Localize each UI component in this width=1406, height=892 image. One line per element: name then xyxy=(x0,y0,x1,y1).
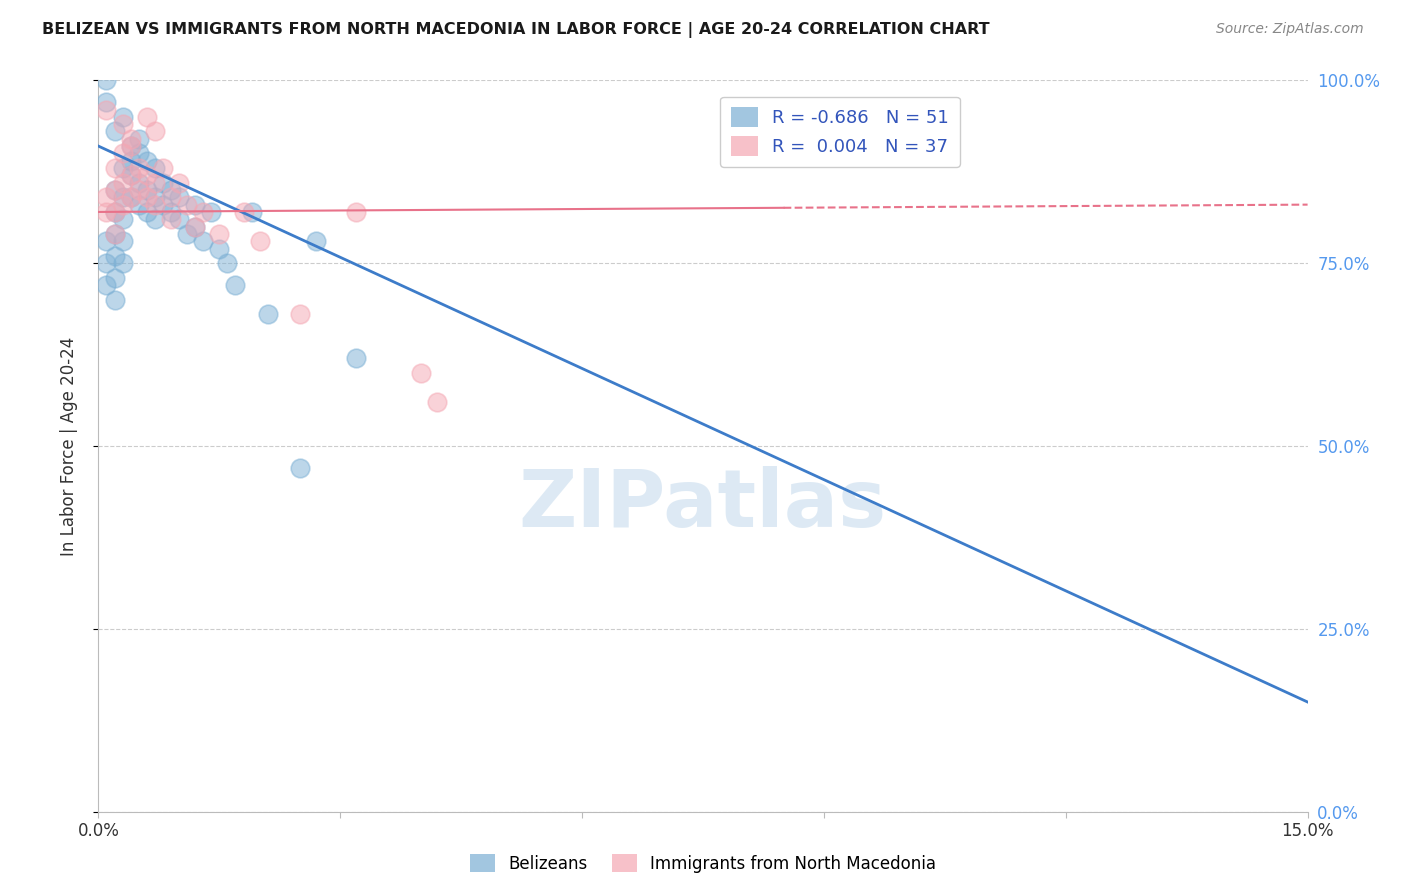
Point xyxy=(409,366,432,380)
Point xyxy=(288,307,311,321)
Point xyxy=(217,256,239,270)
Y-axis label: In Labor Force | Age 20-24: In Labor Force | Age 20-24 xyxy=(59,336,77,556)
Legend: R = -0.686   N = 51, R =  0.004   N = 37: R = -0.686 N = 51, R = 0.004 N = 37 xyxy=(720,96,960,167)
Point xyxy=(96,278,118,293)
Point xyxy=(103,183,125,197)
Point xyxy=(128,176,150,190)
Point xyxy=(152,161,174,175)
Point xyxy=(135,169,157,183)
Point xyxy=(96,234,118,248)
Point xyxy=(143,197,166,211)
Point xyxy=(103,161,125,175)
Point xyxy=(208,227,231,241)
Point xyxy=(167,212,190,227)
Text: Source: ZipAtlas.com: Source: ZipAtlas.com xyxy=(1216,22,1364,37)
Point xyxy=(344,351,367,366)
Point xyxy=(103,183,125,197)
Point xyxy=(224,278,246,293)
Point xyxy=(176,227,198,241)
Point xyxy=(152,197,174,211)
Point xyxy=(160,190,183,204)
Point xyxy=(167,176,190,190)
Point xyxy=(128,161,150,175)
Point xyxy=(160,212,183,227)
Point xyxy=(103,227,125,241)
Point xyxy=(111,110,134,124)
Text: BELIZEAN VS IMMIGRANTS FROM NORTH MACEDONIA IN LABOR FORCE | AGE 20-24 CORRELATI: BELIZEAN VS IMMIGRANTS FROM NORTH MACEDO… xyxy=(42,22,990,38)
Point xyxy=(128,146,150,161)
Point xyxy=(96,95,118,110)
Point xyxy=(135,205,157,219)
Point xyxy=(103,293,125,307)
Point xyxy=(143,212,166,227)
Point xyxy=(103,227,125,241)
Point xyxy=(111,176,134,190)
Point xyxy=(160,183,183,197)
Point xyxy=(193,205,215,219)
Point xyxy=(128,132,150,146)
Point xyxy=(135,110,157,124)
Point xyxy=(184,219,207,234)
Point xyxy=(193,234,215,248)
Point xyxy=(103,205,125,219)
Point xyxy=(111,190,134,204)
Point xyxy=(96,103,118,117)
Point xyxy=(111,146,134,161)
Point xyxy=(111,197,134,211)
Point xyxy=(128,197,150,211)
Point xyxy=(103,124,125,138)
Point xyxy=(96,73,118,87)
Point xyxy=(160,205,183,219)
Point xyxy=(96,205,118,219)
Point xyxy=(103,249,125,263)
Point xyxy=(176,197,198,211)
Point xyxy=(103,270,125,285)
Point xyxy=(128,183,150,197)
Point xyxy=(135,153,157,168)
Point xyxy=(111,117,134,131)
Point xyxy=(143,124,166,138)
Point xyxy=(111,256,134,270)
Point xyxy=(184,197,207,211)
Point xyxy=(288,461,311,475)
Point xyxy=(96,256,118,270)
Point xyxy=(135,190,157,204)
Point xyxy=(96,190,118,204)
Point xyxy=(249,234,271,248)
Point xyxy=(120,153,142,168)
Point xyxy=(305,234,328,248)
Point xyxy=(200,205,222,219)
Point xyxy=(111,234,134,248)
Point xyxy=(208,242,231,256)
Point xyxy=(344,205,367,219)
Point xyxy=(111,212,134,227)
Point xyxy=(143,161,166,175)
Point xyxy=(120,139,142,153)
Point xyxy=(120,190,142,204)
Point xyxy=(167,190,190,204)
Point xyxy=(256,307,278,321)
Point xyxy=(135,183,157,197)
Point xyxy=(143,176,166,190)
Point xyxy=(152,176,174,190)
Point xyxy=(120,190,142,204)
Point xyxy=(143,190,166,204)
Legend: Belizeans, Immigrants from North Macedonia: Belizeans, Immigrants from North Macedon… xyxy=(463,847,943,880)
Point xyxy=(120,169,142,183)
Point xyxy=(232,205,254,219)
Point xyxy=(111,161,134,175)
Point xyxy=(120,169,142,183)
Point xyxy=(120,132,142,146)
Text: ZIPatlas: ZIPatlas xyxy=(519,466,887,543)
Point xyxy=(103,205,125,219)
Point xyxy=(120,139,142,153)
Point xyxy=(240,205,263,219)
Point xyxy=(426,395,449,409)
Point xyxy=(184,219,207,234)
